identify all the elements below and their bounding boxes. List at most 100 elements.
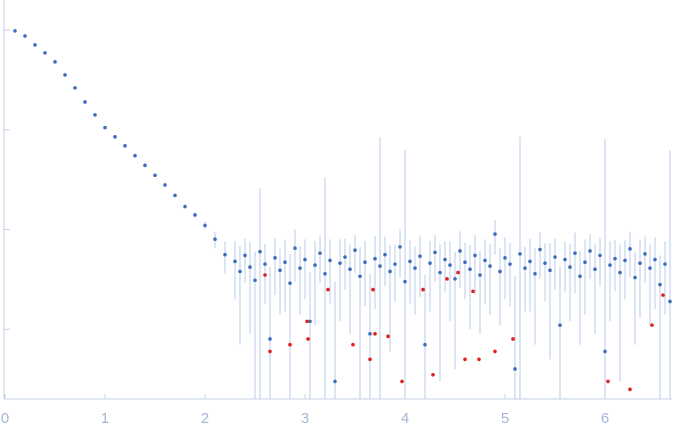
data-point bbox=[243, 253, 247, 258]
data-point bbox=[388, 269, 392, 274]
data-point bbox=[483, 258, 487, 263]
data-point bbox=[658, 282, 662, 287]
data-point bbox=[383, 252, 387, 257]
data-point bbox=[306, 337, 310, 341]
x-tick-label: 2 bbox=[201, 410, 209, 427]
data-point bbox=[288, 281, 292, 285]
data-point bbox=[628, 387, 632, 392]
data-point bbox=[63, 73, 67, 77]
data-point bbox=[418, 254, 422, 259]
data-point bbox=[53, 60, 57, 64]
data-point bbox=[503, 256, 507, 260]
data-point bbox=[373, 256, 377, 261]
data-point bbox=[468, 267, 472, 272]
data-point bbox=[268, 337, 272, 341]
data-point bbox=[398, 245, 402, 249]
data-point bbox=[513, 367, 517, 371]
data-point bbox=[563, 257, 567, 262]
data-point bbox=[473, 253, 477, 258]
data-point bbox=[371, 287, 375, 292]
data-point bbox=[633, 275, 637, 280]
data-point bbox=[603, 349, 607, 354]
data-point bbox=[548, 268, 552, 273]
data-point bbox=[351, 342, 355, 347]
data-point bbox=[471, 289, 475, 294]
data-point bbox=[533, 271, 537, 276]
data-point bbox=[431, 372, 435, 377]
data-point bbox=[263, 262, 267, 266]
data-point bbox=[133, 153, 137, 158]
data-point bbox=[223, 252, 227, 257]
data-point bbox=[628, 247, 632, 251]
data-point bbox=[583, 260, 587, 265]
data-point bbox=[498, 269, 502, 274]
data-point bbox=[413, 266, 417, 270]
data-point bbox=[477, 357, 481, 362]
data-point bbox=[203, 223, 207, 228]
data-point bbox=[153, 173, 157, 178]
data-point bbox=[623, 258, 627, 263]
data-point bbox=[378, 264, 382, 268]
data-point bbox=[343, 255, 347, 259]
data-point bbox=[463, 260, 467, 265]
data-point bbox=[593, 267, 597, 272]
data-point bbox=[23, 34, 27, 38]
data-point bbox=[456, 270, 460, 275]
data-point bbox=[408, 259, 412, 264]
data-point bbox=[478, 273, 482, 277]
data-point bbox=[258, 249, 262, 254]
data-point bbox=[638, 261, 642, 265]
data-point bbox=[423, 342, 427, 347]
data-point bbox=[373, 332, 377, 336]
data-point bbox=[568, 265, 572, 269]
data-point bbox=[653, 257, 657, 262]
data-point bbox=[143, 163, 147, 168]
data-point bbox=[528, 259, 532, 264]
data-point bbox=[33, 43, 37, 47]
data-point bbox=[393, 262, 397, 266]
data-point bbox=[543, 261, 547, 265]
data-point bbox=[308, 319, 312, 324]
data-point bbox=[613, 256, 617, 261]
data-point bbox=[443, 257, 447, 262]
data-point bbox=[448, 263, 452, 267]
data-point bbox=[493, 349, 497, 354]
data-point bbox=[661, 293, 665, 297]
data-point bbox=[606, 379, 610, 384]
data-point bbox=[183, 204, 187, 209]
x-tick-label: 0 bbox=[1, 410, 9, 427]
data-point bbox=[83, 100, 87, 104]
data-point bbox=[453, 277, 457, 281]
data-point bbox=[508, 262, 512, 266]
x-tick-label: 6 bbox=[601, 410, 609, 427]
data-point bbox=[73, 86, 77, 90]
data-point bbox=[288, 342, 292, 347]
data-point bbox=[283, 260, 287, 265]
data-point bbox=[278, 268, 282, 273]
data-point bbox=[663, 262, 667, 266]
data-point bbox=[403, 279, 407, 284]
data-point bbox=[93, 113, 97, 117]
data-point bbox=[303, 257, 307, 262]
data-point bbox=[573, 251, 577, 255]
x-tick-label: 5 bbox=[501, 410, 509, 427]
data-point bbox=[578, 274, 582, 279]
data-point bbox=[318, 251, 322, 255]
x-tick-label: 4 bbox=[401, 410, 409, 427]
data-point bbox=[488, 264, 492, 268]
data-point bbox=[433, 250, 437, 255]
x-tick-label: 3 bbox=[301, 410, 309, 427]
data-point bbox=[523, 266, 527, 270]
data-point bbox=[445, 277, 449, 281]
data-point bbox=[103, 125, 107, 130]
data-point bbox=[293, 246, 297, 250]
data-point bbox=[643, 252, 647, 256]
data-point bbox=[338, 261, 342, 265]
data-point bbox=[326, 287, 330, 292]
data-point bbox=[553, 255, 557, 259]
data-point bbox=[268, 349, 272, 354]
data-point bbox=[273, 256, 277, 260]
data-point bbox=[173, 193, 177, 198]
data-point bbox=[421, 287, 425, 292]
